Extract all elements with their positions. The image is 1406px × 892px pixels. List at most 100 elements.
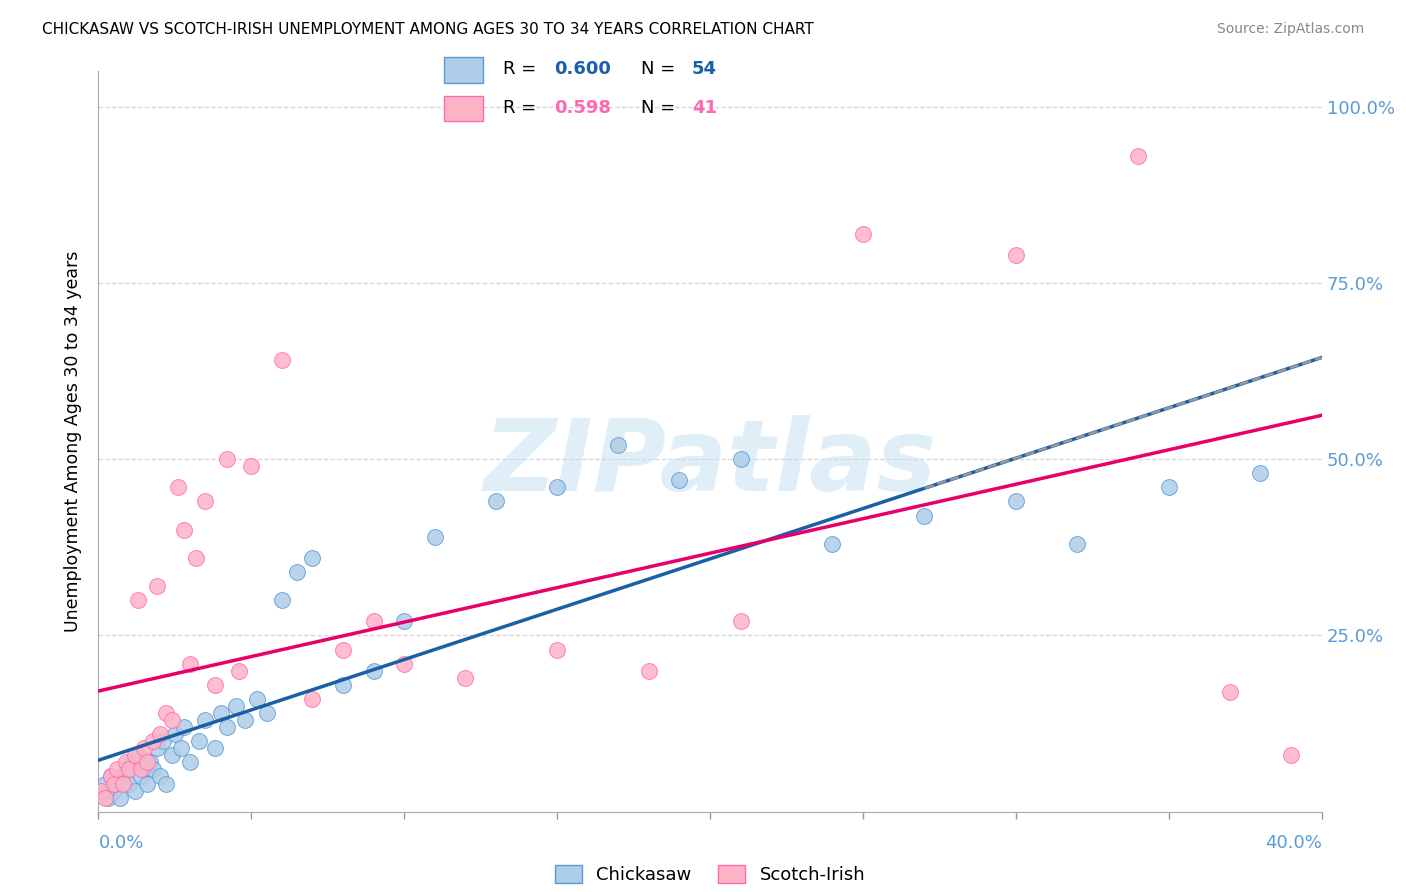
Point	[134, 741, 156, 756]
Point	[134, 763, 156, 777]
Point	[363, 615, 385, 629]
Point	[97, 790, 120, 805]
Point	[100, 769, 122, 783]
Point	[270, 593, 292, 607]
Point	[127, 593, 149, 607]
Point	[1249, 467, 1271, 481]
Point	[1066, 537, 1088, 551]
Point	[1279, 748, 1302, 763]
Point	[188, 734, 211, 748]
Point	[912, 508, 935, 523]
Point	[160, 713, 183, 727]
Point	[1004, 248, 1026, 262]
Point	[111, 776, 134, 790]
Point	[285, 565, 308, 579]
Point	[118, 776, 141, 790]
Point	[121, 756, 143, 770]
Point	[363, 664, 385, 678]
Point	[90, 783, 112, 797]
Point	[111, 769, 134, 783]
Point	[167, 480, 190, 494]
Point	[852, 227, 875, 241]
Text: N =: N =	[641, 60, 681, 78]
Text: ZIPatlas: ZIPatlas	[484, 416, 936, 512]
Text: R =: R =	[503, 60, 541, 78]
Point	[163, 727, 186, 741]
Point	[215, 720, 238, 734]
Point	[136, 776, 159, 790]
Point	[1157, 480, 1180, 494]
Point	[173, 523, 195, 537]
Point	[145, 579, 167, 593]
Point	[155, 706, 177, 720]
Point	[301, 550, 323, 565]
Point	[93, 776, 115, 790]
Point	[173, 720, 195, 734]
Point	[485, 494, 508, 508]
Point	[142, 734, 165, 748]
Point	[155, 776, 177, 790]
Point	[454, 671, 477, 685]
Point	[392, 615, 416, 629]
Point	[233, 713, 256, 727]
Point	[194, 713, 217, 727]
Point	[392, 657, 416, 671]
Point	[179, 657, 201, 671]
Text: 0.598: 0.598	[554, 100, 612, 118]
Point	[115, 763, 138, 777]
Point	[256, 706, 278, 720]
Point	[204, 741, 226, 756]
Point	[129, 763, 152, 777]
Text: 0.600: 0.600	[554, 60, 610, 78]
Point	[139, 756, 162, 770]
Point	[240, 459, 263, 474]
Point	[152, 734, 174, 748]
Point	[129, 769, 152, 783]
Point	[332, 642, 354, 657]
Point	[105, 763, 128, 777]
Point	[124, 783, 146, 797]
Point	[1004, 494, 1026, 508]
Point	[546, 480, 568, 494]
Point	[204, 678, 226, 692]
Point	[145, 741, 167, 756]
Point	[108, 790, 131, 805]
Point	[301, 692, 323, 706]
Text: 40.0%: 40.0%	[1265, 834, 1322, 852]
Point	[103, 776, 125, 790]
Point	[730, 452, 752, 467]
Point	[637, 664, 661, 678]
Point	[821, 537, 844, 551]
Point	[668, 473, 690, 487]
Point	[149, 769, 172, 783]
Y-axis label: Unemployment Among Ages 30 to 34 years: Unemployment Among Ages 30 to 34 years	[65, 251, 83, 632]
Text: 0.0%: 0.0%	[98, 834, 143, 852]
Point	[142, 763, 165, 777]
Point	[194, 494, 217, 508]
Point	[103, 783, 125, 797]
Point	[136, 756, 159, 770]
FancyBboxPatch shape	[444, 95, 484, 121]
Text: 54: 54	[692, 60, 717, 78]
Point	[332, 678, 354, 692]
Point	[105, 776, 128, 790]
Text: N =: N =	[641, 100, 681, 118]
Point	[1128, 149, 1150, 163]
Legend: Chickasaw, Scotch-Irish: Chickasaw, Scotch-Irish	[547, 858, 873, 891]
Point	[209, 706, 232, 720]
Point	[127, 748, 149, 763]
Point	[546, 642, 568, 657]
Point	[186, 550, 208, 565]
Point	[423, 530, 446, 544]
Text: CHICKASAW VS SCOTCH-IRISH UNEMPLOYMENT AMONG AGES 30 TO 34 YEARS CORRELATION CHA: CHICKASAW VS SCOTCH-IRISH UNEMPLOYMENT A…	[42, 22, 814, 37]
Point	[90, 783, 112, 797]
Point	[1219, 685, 1241, 699]
Point	[270, 353, 292, 368]
Text: R =: R =	[503, 100, 541, 118]
Point	[215, 452, 238, 467]
Point	[124, 748, 146, 763]
Text: Source: ZipAtlas.com: Source: ZipAtlas.com	[1216, 22, 1364, 37]
Point	[607, 438, 630, 452]
Point	[730, 615, 752, 629]
Point	[228, 664, 250, 678]
